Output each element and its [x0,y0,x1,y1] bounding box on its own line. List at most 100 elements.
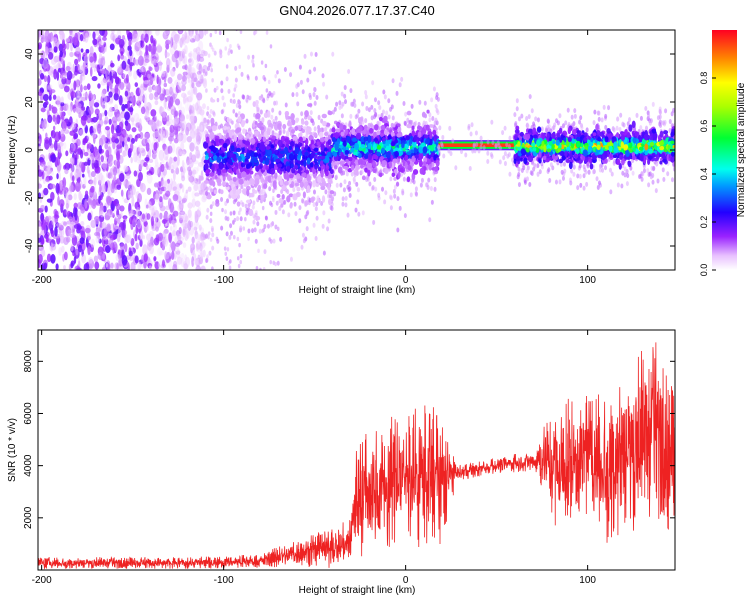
spectrogram-mark [297,125,302,131]
spectrogram-mark [342,187,346,193]
spectrogram-mark [179,215,184,221]
spectrogram-mark [262,266,266,270]
spectrogram-mark [229,259,232,264]
spectrogram-mark [66,220,72,225]
spectrogram-mark [130,156,133,164]
spectrogram-mark [272,188,275,193]
spectrogram-mark [272,238,276,244]
spectrogram-mark [119,44,124,49]
spectrogram-mark [244,140,250,146]
spectrogram-mark [99,39,106,45]
spectrogram-mark [139,238,143,248]
spectrogram-mark [164,187,167,194]
spectrogram-mark [56,70,60,81]
spectrogram-mark [251,204,255,210]
spectrogram-mark [351,128,356,136]
spectrogram-mark [151,152,157,160]
spectrogram-mark [134,255,139,264]
spectrogram-mark [184,31,188,40]
spectrogram-mark [434,117,438,123]
spectrogram-mark [218,150,224,154]
spectrogram-mark [161,219,168,224]
spectrogram-mark [335,182,339,188]
spectrogram-mark [346,136,351,144]
spectrogram-mark [124,236,127,245]
spectrogram-mark [300,160,304,166]
spectrogram-mark [136,99,139,104]
spectrogram-mark [319,136,325,143]
spectrogram-mark [207,53,211,58]
spectrogram-mark [207,114,212,119]
spectrogram-mark [86,235,91,241]
spectrogram-mark [266,223,270,229]
spectrogram-mark [41,214,44,225]
spectrogram-mark [147,164,152,170]
spectrogram-mark [49,136,52,146]
spectrogram-mark [249,170,254,175]
spectrogram-mark [419,182,423,188]
spectrogram-mark [269,259,273,265]
spectrogram-mark [190,91,194,101]
spectrogram-mark [357,158,363,165]
spectrogram-mark [274,73,277,79]
spectrogram-mark [290,113,295,121]
spectrogram-mark [260,188,264,195]
spectrogram-mark [88,200,94,206]
spectrogram-mark [206,125,212,130]
spectrogram-mark [145,142,150,152]
spectrogram-mark [81,253,87,264]
spectrogram-mark [486,139,490,145]
spectrogram-mark [440,143,444,149]
spectrogram-mark [109,167,114,179]
spectrogram-mark [86,83,91,91]
spectrogram-mark [59,180,63,192]
spectrogram-mark [237,155,242,162]
spectrogram-mark [266,93,270,99]
spectrogram-mark [70,91,77,99]
spectrogram-mark [374,124,379,131]
spectrogram-mark [224,251,228,256]
spectrogram-mark [137,146,141,152]
spectrogram-mark [44,167,51,177]
spectrogram-mark [191,169,197,175]
spectrogram-mark [129,185,136,196]
spectrogram-mark [312,189,316,195]
spectrogram-mark [289,203,293,209]
spectrogram-mark [286,165,291,173]
spectrogram-mark [80,65,86,77]
spectrogram-mark [401,188,405,194]
spectrogram-mark [164,253,170,260]
spectrogram-mark [131,30,136,40]
spectrogram-mark [109,209,113,215]
spectrogram-mark [313,66,317,72]
spectrogram-mark [103,120,108,125]
spectrogram-mark [275,100,279,106]
spectrogram-mark [124,111,130,121]
spectrogram-mark [144,58,150,64]
spectrogram-mark [265,165,269,171]
spectrogram-mark [451,138,455,144]
spectrogram-mark [69,147,74,154]
spectrogram-mark [236,216,240,222]
spectrogram-mark [279,236,283,242]
spectrogram-mark [246,74,250,79]
spectrogram-mark [146,213,151,220]
spectrogram-mark [237,139,243,146]
spectrogram-mark [363,136,368,142]
spectrogram-mark [177,73,183,81]
spectrogram-mark [232,93,235,98]
spectrogram-mark [131,127,137,133]
spectrogram-mark [186,114,190,120]
spectrogram-mark [143,96,147,106]
spectrogram-mark [299,79,303,85]
spectrogram-mark [291,167,296,174]
spectrogram-mark [89,126,94,134]
spectrogram-mark [126,30,130,36]
spectrogram-mark [357,117,363,122]
spectrogram-mark [79,149,84,159]
spectrogram-mark [639,115,643,121]
spectrogram-mark [209,237,213,242]
spectrogram-mark [128,194,134,199]
spectrogram-mark [100,210,104,218]
